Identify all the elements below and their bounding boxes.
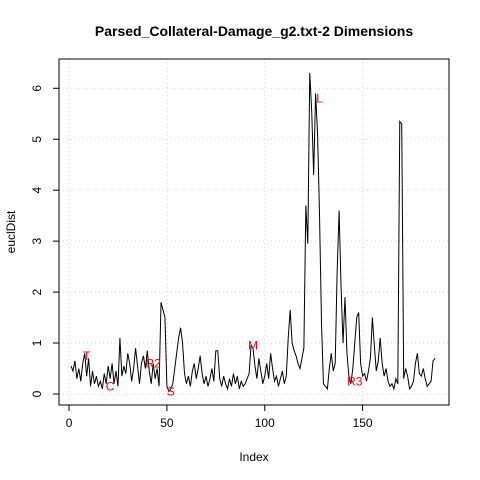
annotation-M: M [248,339,258,353]
chart-title: Parsed_Collateral-Damage_g2.txt-2 Dimens… [95,23,413,39]
x-tick-label-1: 50 [160,416,174,430]
data-series [70,72,436,393]
annotation-T: T [83,349,91,363]
y-tick-label-4: 4 [30,187,44,194]
y-tick-label-5: 5 [30,136,44,143]
annotation-R3: R3 [347,374,363,388]
annotation-S: S [167,384,175,398]
y-tick-label-6: 6 [30,85,44,92]
x-tick-label-0: 0 [66,416,73,430]
annotation-C: C [106,379,115,393]
y-tick-label-1: 1 [30,339,44,346]
y-tick-label-3: 3 [30,237,44,244]
grid [59,59,449,405]
annotation-L: L [316,91,323,105]
series-line [70,72,436,393]
annotations: T C R2 S M L R3 [83,91,363,398]
y-tick-label-2: 2 [30,288,44,295]
x-tick-label-3: 150 [353,416,373,430]
x-tick-label-2: 100 [255,416,275,430]
x-axis-label: Index [239,450,268,464]
y-axis-label: euclDist [4,210,18,253]
y-tick-label-0: 0 [30,390,44,397]
annotation-R2: R2 [146,356,162,370]
plot-frame [58,58,450,406]
